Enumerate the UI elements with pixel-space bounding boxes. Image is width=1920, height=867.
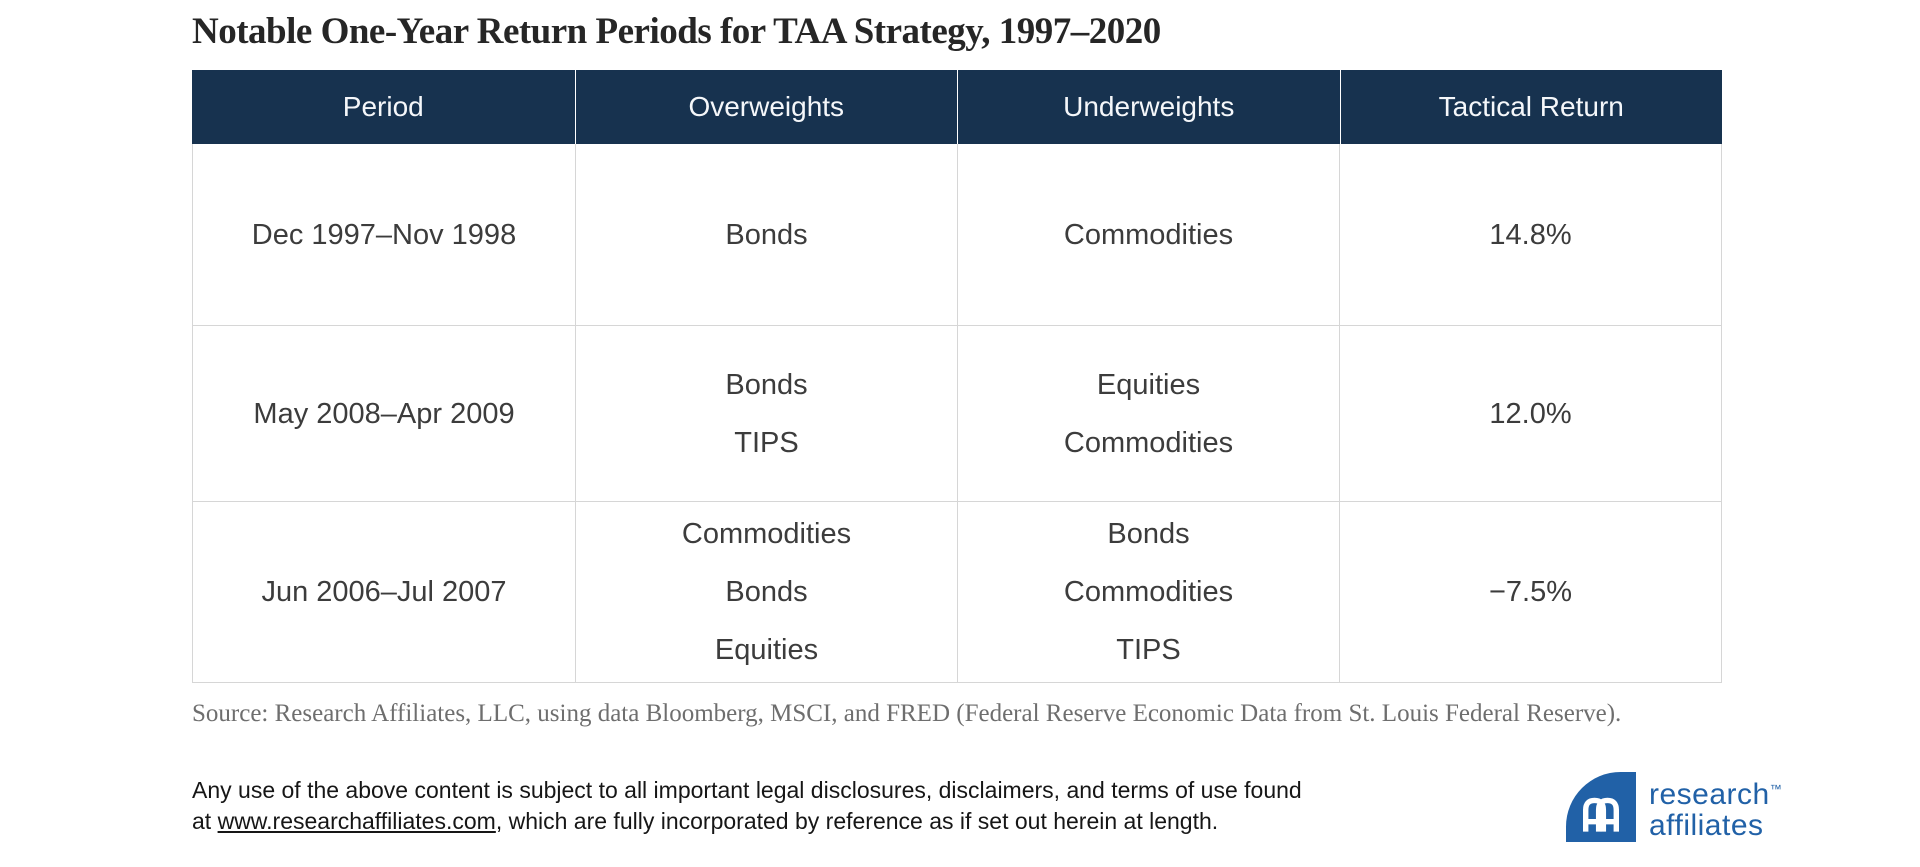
- legal-text-before-link: Any use of the above content is subject …: [192, 777, 1302, 834]
- cell-underweights: Equities Commodities: [957, 326, 1339, 501]
- source-note: Source: Research Affiliates, LLC, using …: [192, 700, 1622, 727]
- underweight-item: Bonds: [1107, 518, 1190, 550]
- header-cell-tactical-return: Tactical Return: [1339, 70, 1723, 144]
- research-affiliates-logo: research™ affiliates: [1566, 772, 1782, 842]
- overweight-item: Equities: [714, 634, 819, 666]
- period-value: Dec 1997–Nov 1998: [251, 218, 517, 251]
- underweight-item: Commodities: [1063, 576, 1234, 608]
- legal-disclaimer: Any use of the above content is subject …: [192, 775, 1322, 837]
- overweight-item: Bonds: [725, 576, 808, 608]
- cell-underweights: Commodities: [957, 144, 1339, 325]
- cell-tactical-return: 14.8%: [1339, 144, 1721, 325]
- taa-returns-table: Period Overweights Underweights Tactical…: [192, 70, 1722, 683]
- researchaffiliates-link[interactable]: www.researchaffiliates.com: [217, 808, 496, 834]
- table-body: Dec 1997–Nov 1998 Bonds Commodities 14.8…: [192, 144, 1722, 683]
- logo-word-research: research™: [1649, 778, 1782, 811]
- underweight-item: TIPS: [1116, 634, 1181, 666]
- underweight-item: Commodities: [1063, 218, 1234, 251]
- period-value: Jun 2006–Jul 2007: [261, 576, 507, 608]
- tactical-return-value: 12.0%: [1489, 397, 1572, 430]
- header-cell-overweights: Overweights: [574, 70, 958, 144]
- cell-overweights: Bonds: [575, 144, 957, 325]
- tactical-return-value: 14.8%: [1489, 218, 1572, 251]
- overweight-item: TIPS: [734, 426, 799, 459]
- cell-underweights: Bonds Commodities TIPS: [957, 502, 1339, 682]
- cell-period: Jun 2006–Jul 2007: [193, 502, 575, 682]
- cell-period: May 2008–Apr 2009: [193, 326, 575, 501]
- logo-word-affiliates: affiliates: [1649, 809, 1764, 842]
- underweight-item: Commodities: [1063, 426, 1234, 459]
- overweight-item: Bonds: [725, 218, 808, 251]
- period-value: May 2008–Apr 2009: [253, 397, 515, 430]
- trademark-symbol: ™: [1769, 782, 1782, 796]
- table-row: May 2008–Apr 2009 Bonds TIPS Equities Co…: [193, 325, 1721, 501]
- ra-monogram-icon: [1566, 772, 1636, 842]
- header-cell-underweights: Underweights: [957, 70, 1340, 144]
- table-row: Jun 2006–Jul 2007 Commodities Bonds Equi…: [193, 501, 1721, 682]
- cell-tactical-return: 12.0%: [1339, 326, 1721, 501]
- underweight-item: Equities: [1096, 368, 1201, 401]
- cell-period: Dec 1997–Nov 1998: [193, 144, 575, 325]
- table-header-row: Period Overweights Underweights Tactical…: [192, 70, 1722, 144]
- cell-overweights: Commodities Bonds Equities: [575, 502, 957, 682]
- cell-overweights: Bonds TIPS: [575, 326, 957, 501]
- overweight-item: Commodities: [681, 518, 852, 550]
- cell-tactical-return: −7.5%: [1339, 502, 1721, 682]
- logo-wordmark: research™ affiliates: [1649, 772, 1782, 841]
- overweight-item: Bonds: [725, 368, 808, 401]
- tactical-return-value: −7.5%: [1488, 576, 1573, 608]
- header-cell-period: Period: [342, 91, 424, 122]
- table-row: Dec 1997–Nov 1998 Bonds Commodities 14.8…: [193, 144, 1721, 325]
- legal-text-after-link: , which are fully incorporated by refere…: [495, 808, 1219, 834]
- figure-title: Notable One-Year Return Periods for TAA …: [192, 11, 1161, 52]
